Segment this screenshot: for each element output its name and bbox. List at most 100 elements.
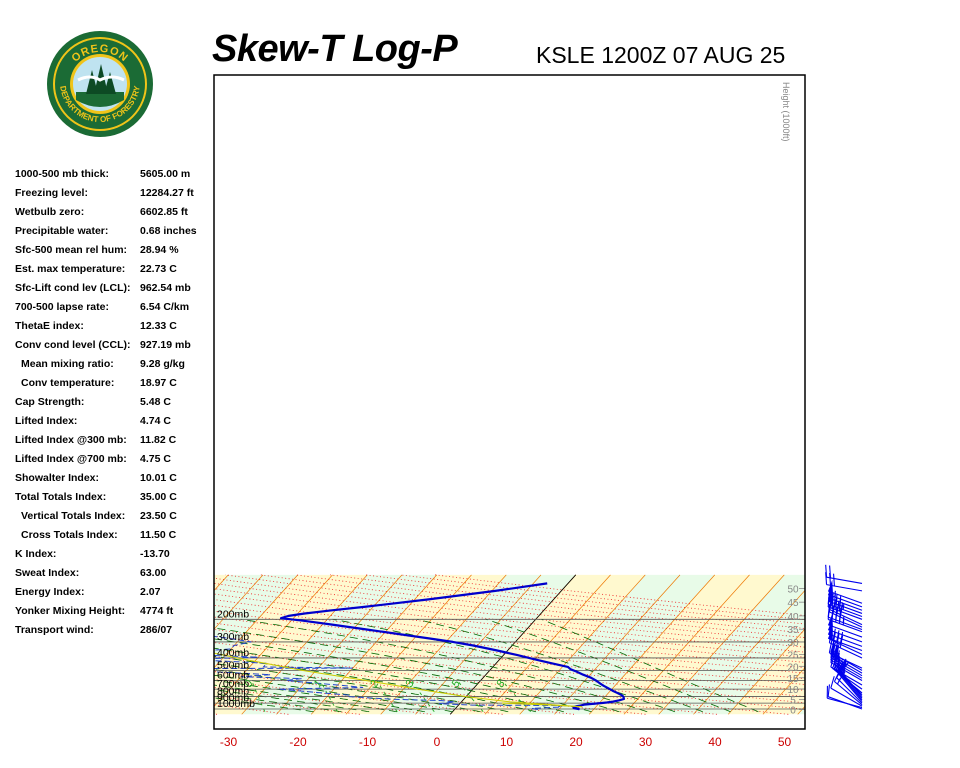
wind-barb-staff xyxy=(829,642,863,659)
isotherm-line xyxy=(0,575,89,714)
wind-barb-staff xyxy=(827,603,863,617)
wind-barb-feather xyxy=(839,635,844,648)
isotherm-line xyxy=(380,574,507,715)
index-row: Sfc-Lift cond lev (LCL): 962.54 mb xyxy=(15,282,215,301)
index-value: 28.94 % xyxy=(140,244,179,256)
wind-barb-staff xyxy=(827,618,863,633)
index-label: 1000-500 mb thick: xyxy=(15,168,109,180)
wind-barb-feather xyxy=(830,676,835,689)
index-row: Yonker Mixing Height: 4774 ft xyxy=(15,605,215,624)
index-label: Est. max temperature: xyxy=(15,263,126,275)
wind-barb-feather xyxy=(827,684,831,697)
isotherm-line xyxy=(310,574,438,715)
temperature-tick-label: 0 xyxy=(434,735,441,749)
isobar-label: 700mb xyxy=(217,678,249,690)
index-label: Conv temperature: xyxy=(21,377,115,389)
wind-barb-staff xyxy=(829,652,863,669)
index-label: Wetbulb zero: xyxy=(15,206,85,218)
isotherm-line xyxy=(214,574,333,708)
mixing-ratio-line xyxy=(411,680,435,712)
isotherm-line xyxy=(33,575,159,714)
wind-barb xyxy=(828,640,863,669)
height-tick-label: 35 xyxy=(787,625,799,636)
wind-barb-staff xyxy=(829,638,863,655)
index-row: Wetbulb zero: 6602.85 ft xyxy=(15,206,215,225)
index-row: Vertical Totals Index: 23.50 C xyxy=(15,510,215,529)
index-row: Conv temperature: 18.97 C xyxy=(15,377,215,396)
index-label: Total Totals Index: xyxy=(15,491,107,503)
isobar-label: 900mb xyxy=(217,692,249,704)
wind-barb xyxy=(827,579,863,604)
index-value: 927.19 mb xyxy=(140,339,191,351)
index-row: Mean mixing ratio: 9.28 g/kg xyxy=(15,358,215,377)
wind-barb-staff xyxy=(827,606,863,620)
dry-adiabat-line xyxy=(214,663,646,715)
temperature-tick-label: -30 xyxy=(220,735,238,749)
height-tick-label: 25 xyxy=(787,650,799,661)
wind-barb-staff xyxy=(827,633,863,647)
isotherm-line xyxy=(214,574,299,669)
temperature-tick-label: 10 xyxy=(500,735,514,749)
wind-barb-feather xyxy=(836,633,840,647)
index-row: Sfc-500 mean rel hum: 28.94 % xyxy=(15,244,215,263)
moist-adiabat-line xyxy=(541,618,759,713)
height-tick-label: 45 xyxy=(787,598,799,609)
isotherm-line xyxy=(276,574,403,715)
temperature-trace xyxy=(279,582,625,711)
station-time-label: KSLE 1200Z 07 AUG 25 xyxy=(536,42,786,68)
index-value: 11.82 C xyxy=(140,434,177,446)
index-row: Precipitable water: 0.68 inches xyxy=(15,225,215,244)
index-label: 700-500 lapse rate: xyxy=(15,301,109,313)
wind-barb-feather xyxy=(836,658,844,670)
isotherm-line xyxy=(214,574,229,592)
index-label: Sfc-500 mean rel hum: xyxy=(15,244,128,256)
height-tick-label: 0 xyxy=(790,706,796,717)
temperature-tick-label: 40 xyxy=(708,735,722,749)
mixing-ratio-line xyxy=(376,680,398,712)
wind-barb-staff xyxy=(827,629,863,643)
isotherm-line xyxy=(762,667,805,715)
wind-barb-feather xyxy=(833,573,835,587)
mixing-ratio-label: 1 xyxy=(311,678,324,689)
index-value: 5.48 C xyxy=(140,396,171,408)
isobar-label: 800mb xyxy=(217,686,249,698)
index-value: 4.75 C xyxy=(140,453,171,465)
isotherm-line xyxy=(0,575,124,714)
index-row: Transport wind: 286/07 xyxy=(15,624,215,643)
moist-adiabat-line xyxy=(214,669,481,713)
wind-barb-staff xyxy=(827,616,863,630)
index-value: 0.68 inches xyxy=(140,225,197,237)
isobar-label: 400mb xyxy=(217,647,249,659)
isotherm-line xyxy=(241,574,368,715)
plot-frame xyxy=(213,74,806,730)
index-value: 22.73 C xyxy=(140,263,177,275)
moist-adiabat-line xyxy=(214,689,370,713)
index-value: -13.70 xyxy=(140,548,170,560)
isotherm-line xyxy=(0,575,20,714)
index-value: 12284.27 ft xyxy=(140,187,194,199)
height-tick-label: 15 xyxy=(787,674,799,685)
dry-adiabat-line xyxy=(214,713,218,715)
temperature-tick-label: 20 xyxy=(569,735,583,749)
isotherm-band xyxy=(0,575,159,714)
index-row: ThetaE index: 12.33 C xyxy=(15,320,215,339)
index-row: Lifted Index @300 mb: 11.82 C xyxy=(15,434,215,453)
dewpoint-trace xyxy=(214,635,566,711)
index-label: ThetaE index: xyxy=(15,320,84,332)
wind-barb-feather xyxy=(832,642,836,655)
isotherm-line xyxy=(693,589,805,715)
isotherm-line xyxy=(519,574,646,715)
wind-barb-staff xyxy=(830,654,863,674)
index-label: Vertical Totals Index: xyxy=(21,510,126,522)
index-label: Lifted Index: xyxy=(15,415,78,427)
isobar-label: 300mb xyxy=(217,631,249,643)
index-label: Freezing level: xyxy=(15,187,88,199)
index-value: 4.74 C xyxy=(140,415,171,427)
index-label: Lifted Index @300 mb: xyxy=(15,434,127,446)
wind-barb-staff xyxy=(829,611,863,628)
isotherm-line xyxy=(832,575,958,714)
wind-barb-staff xyxy=(830,687,863,707)
wind-barb xyxy=(826,685,863,709)
index-row: Energy Index: 2.07 xyxy=(15,586,215,605)
wind-barb xyxy=(830,676,863,707)
